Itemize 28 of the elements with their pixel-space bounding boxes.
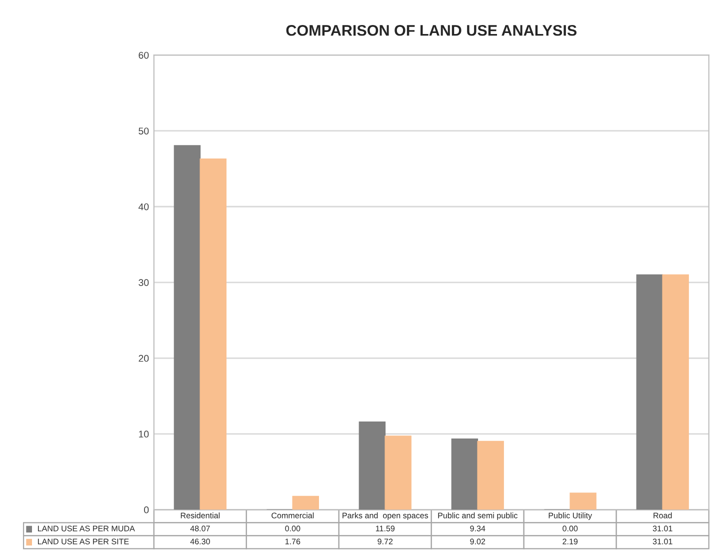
y-tick-label: 40 — [138, 203, 149, 210]
data-label: 9.34 — [470, 526, 486, 532]
y-tick-label: 20 — [138, 354, 149, 362]
x-tick-label: Public and semi public — [438, 512, 518, 520]
data-label: 9.02 — [470, 538, 486, 544]
x-tick-label: Residential — [180, 512, 220, 518]
data-label: 48.07 — [190, 526, 210, 532]
data-label: 1.76 — [285, 538, 300, 544]
y-tick-label: 60 — [138, 52, 149, 59]
data-label: 9.72 — [378, 538, 393, 544]
data-label: 31.01 — [652, 538, 672, 544]
data-label: 0.00 — [285, 526, 300, 532]
y-tick-label: 0 — [144, 506, 149, 514]
legend-label: LAND USE AS PER SITE — [38, 538, 129, 544]
data-label: 46.30 — [190, 538, 210, 544]
y-tick-label: 10 — [139, 430, 149, 438]
x-tick-label: Commercial — [272, 512, 314, 518]
x-tick-label: Road — [654, 512, 672, 518]
data-label: 0.00 — [562, 526, 578, 532]
y-tick-label: 30 — [138, 279, 149, 286]
data-label: 31.01 — [652, 526, 672, 532]
x-tick-label: Parks and open spaces — [342, 512, 428, 520]
chart-title: COMPARISON OF LAND USE ANALYSIS — [286, 24, 577, 36]
data-label: 2.19 — [562, 538, 578, 544]
y-tick-label: 50 — [138, 128, 149, 134]
legend-label: LAND USE AS PER MUDA — [38, 526, 135, 532]
x-tick-label: Public Utility — [548, 512, 592, 520]
data-label: 11.59 — [376, 526, 395, 532]
